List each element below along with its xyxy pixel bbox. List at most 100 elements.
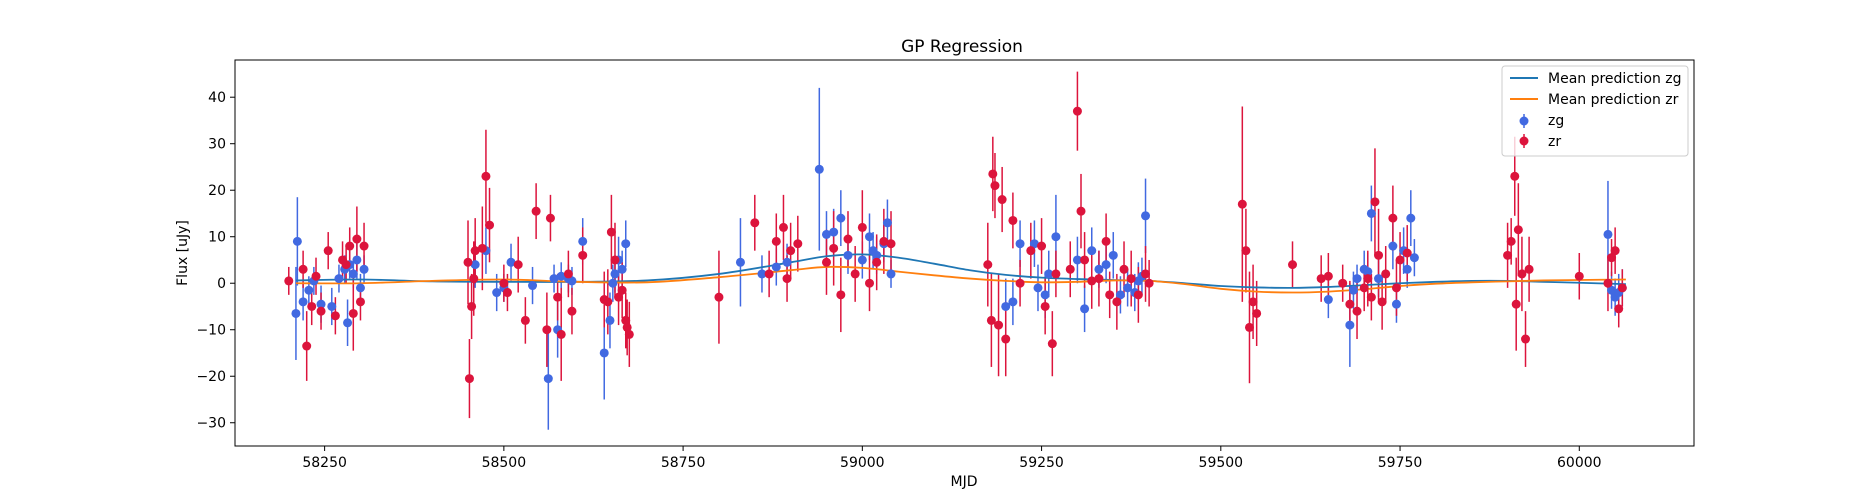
- zr-point: [345, 241, 355, 251]
- zr-point: [464, 374, 474, 384]
- zr-point: [1126, 274, 1136, 284]
- legend-label-zr-mean: Mean prediction zr: [1548, 92, 1679, 108]
- zr-point: [359, 241, 369, 251]
- zg-point: [1051, 232, 1061, 242]
- zg-point: [757, 269, 767, 279]
- zg-point: [549, 274, 559, 284]
- zr-point: [750, 218, 760, 228]
- zr-point: [1388, 213, 1398, 223]
- zr-point: [1506, 236, 1516, 246]
- zr-point: [829, 243, 839, 253]
- zg-point: [1080, 304, 1090, 314]
- zg-point: [506, 257, 516, 267]
- zr-point: [298, 264, 308, 274]
- zr-point: [1614, 304, 1624, 314]
- zg-point: [543, 374, 553, 384]
- zg-point: [1094, 264, 1104, 274]
- zr-point: [610, 255, 620, 265]
- zg-point: [1115, 290, 1125, 300]
- zg-point: [1087, 246, 1097, 256]
- zr-point: [1080, 255, 1090, 265]
- zr-point: [1015, 278, 1025, 288]
- zr-point: [621, 315, 631, 325]
- zr-point: [850, 269, 860, 279]
- zr-point: [502, 288, 512, 298]
- zg-point: [821, 229, 831, 239]
- zg-point: [316, 299, 326, 309]
- zg-point: [1001, 301, 1011, 311]
- y-tick-label: 0: [217, 276, 226, 292]
- zg-point: [1323, 295, 1333, 305]
- y-axis-label: Flux [uJy]: [175, 220, 191, 286]
- zr-point: [1345, 299, 1355, 309]
- zr-point: [567, 306, 577, 316]
- legend-label-zg: zg: [1548, 113, 1564, 129]
- zr-point: [879, 236, 889, 246]
- zr-point: [1248, 297, 1258, 307]
- zr-point: [348, 308, 358, 318]
- x-tick-label: 59000: [840, 455, 885, 471]
- zr-point: [556, 329, 566, 339]
- zr-point: [1363, 274, 1373, 284]
- zr-point: [1141, 269, 1151, 279]
- zr-point: [764, 269, 774, 279]
- legend-label-zr: zr: [1548, 134, 1561, 150]
- zr-point: [990, 181, 1000, 191]
- zr-point: [520, 315, 530, 325]
- zr-point: [886, 239, 896, 249]
- zr-point: [477, 243, 487, 253]
- zg-point: [882, 218, 892, 228]
- x-tick-label: 58500: [482, 455, 527, 471]
- zr-point: [1603, 278, 1613, 288]
- zr-point: [786, 246, 796, 256]
- zr-point: [606, 227, 616, 237]
- zg-point: [352, 255, 362, 265]
- zg-point: [348, 269, 358, 279]
- zr-point: [1395, 255, 1405, 265]
- zr-point: [1037, 241, 1047, 251]
- mean-prediction-zr-line: [295, 265, 1626, 294]
- zr-point: [1133, 290, 1143, 300]
- zr-point: [1617, 283, 1627, 293]
- zr-point: [1511, 299, 1521, 309]
- x-axis-ticks: 58250 58500 58750 59000 59250 59500 59750 60000: [302, 446, 1602, 471]
- zr-point: [1008, 215, 1018, 225]
- zg-point: [1044, 269, 1054, 279]
- zr-point: [614, 292, 624, 302]
- zr-point: [1503, 250, 1513, 260]
- legend-marker-zg: [1519, 116, 1529, 126]
- zg-point: [1029, 239, 1039, 249]
- zg-point: [735, 257, 745, 267]
- zr-point: [1051, 269, 1061, 279]
- x-tick-label: 59750: [1378, 455, 1423, 471]
- zr-point: [1370, 197, 1380, 207]
- zr-point: [1065, 264, 1075, 274]
- zr-point: [1381, 269, 1391, 279]
- zg-point: [621, 239, 631, 249]
- zg-point: [334, 274, 344, 284]
- zg-point: [304, 285, 314, 295]
- zg-point: [355, 283, 365, 293]
- zg-point: [556, 271, 566, 281]
- zr-point: [531, 206, 541, 216]
- zr-point: [857, 222, 867, 232]
- legend-label-zg-mean: Mean prediction zg: [1548, 71, 1682, 87]
- zr-point: [793, 239, 803, 249]
- x-axis-label: MJD: [951, 474, 978, 490]
- zr-point: [545, 213, 555, 223]
- zr-point: [1352, 306, 1362, 316]
- zr-point: [553, 292, 563, 302]
- zr-point: [782, 274, 792, 284]
- zg-point: [843, 250, 853, 260]
- zr-point: [316, 306, 326, 316]
- zr-point: [778, 222, 788, 232]
- zr-point: [1374, 250, 1384, 260]
- zr-point: [1359, 283, 1369, 293]
- zr-point: [341, 260, 351, 270]
- zg-point: [886, 269, 896, 279]
- zg-point: [578, 236, 588, 246]
- zg-point: [359, 264, 369, 274]
- zr-point: [563, 269, 573, 279]
- zr-point: [469, 274, 479, 284]
